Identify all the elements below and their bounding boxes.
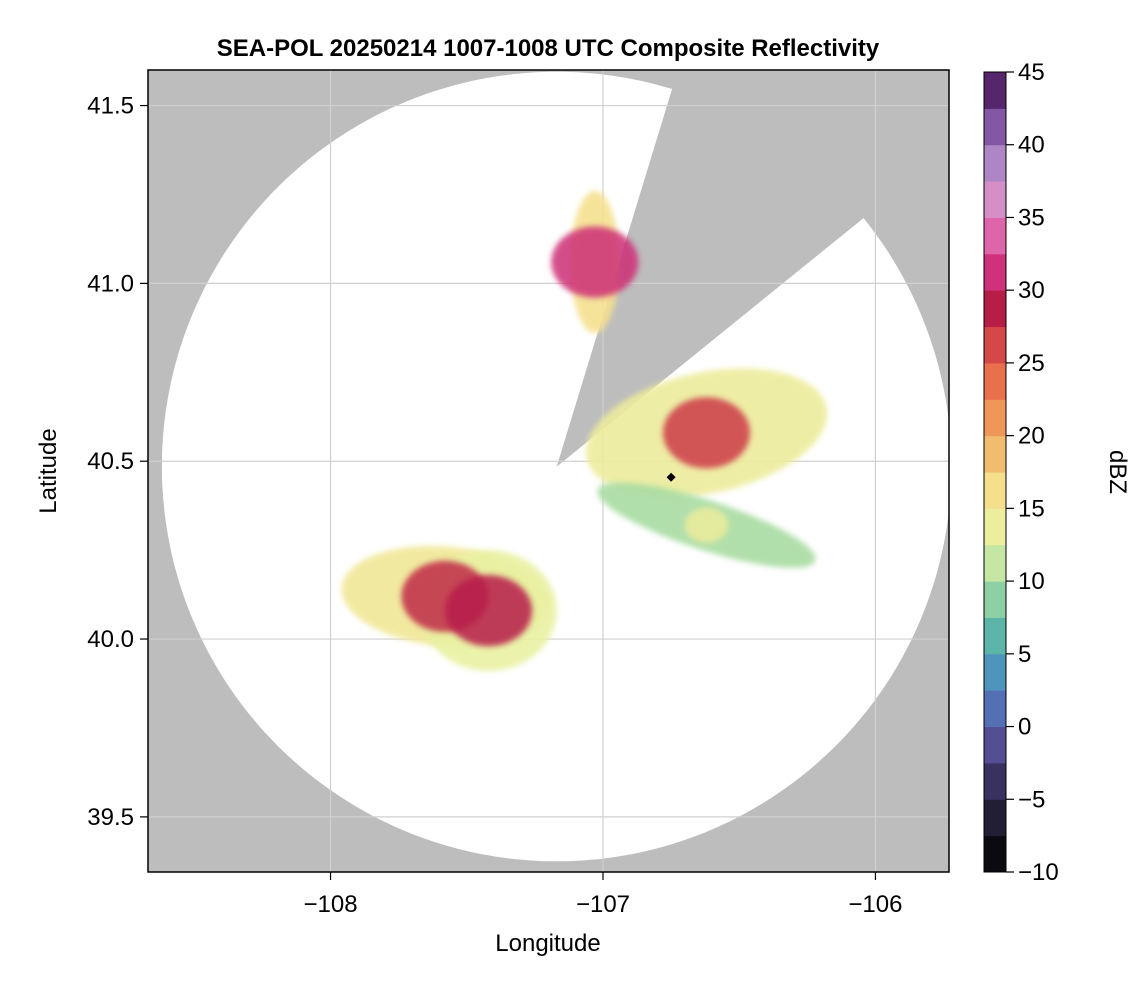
y-tick-label: 40.5 (87, 448, 134, 475)
colorbar-tick-label: 5 (1018, 641, 1031, 668)
colorbar-tick-label: 35 (1018, 204, 1045, 231)
y-axis-label: Latitude (35, 428, 62, 513)
colorbar-block (984, 617, 1006, 655)
colorbar-tick-label: 20 (1018, 423, 1045, 450)
colorbar-tick-label: 40 (1018, 132, 1045, 159)
x-axis-label: Longitude (495, 930, 600, 957)
x-tick-label: −107 (576, 891, 630, 918)
colorbar-block (984, 544, 1006, 582)
colorbar-block (984, 399, 1006, 437)
colorbar-block (984, 326, 1006, 364)
colorbar-tick-label: 45 (1018, 59, 1045, 86)
echo-core (662, 397, 751, 469)
colorbar-block (984, 653, 1006, 691)
colorbar-block (984, 290, 1006, 328)
y-tick-label: 39.5 (87, 804, 134, 831)
colorbar-ticks: −10 −5 0 5 10 15 20 25 30 35 40 45 (1006, 59, 1059, 886)
colorbar-tick-label: 0 (1018, 714, 1031, 741)
colorbar-tick-label: −5 (1018, 786, 1045, 813)
colorbar-tick-label: 10 (1018, 568, 1045, 595)
colorbar-block (984, 217, 1006, 255)
colorbar: −10 −5 0 5 10 15 20 25 30 35 40 45 dBZ (983, 59, 1131, 886)
y-tick-label: 41.5 (87, 93, 134, 120)
chart-title: SEA-POL 20250214 1007-1008 UTC Composite… (217, 35, 880, 62)
colorbar-tick-label: −10 (1018, 859, 1059, 886)
x-tick-label: −108 (304, 891, 358, 918)
y-tick-label: 41.0 (87, 270, 134, 297)
colorbar-block (984, 72, 1006, 109)
x-axis-ticks: −108 −107 −106 (304, 872, 902, 918)
colorbar-block (984, 472, 1006, 509)
colorbar-tick-label: 25 (1018, 350, 1045, 377)
colorbar-block (984, 835, 1006, 873)
colorbar-block (984, 362, 1006, 400)
colorbar-block (984, 690, 1006, 728)
x-tick-label: −106 (848, 891, 902, 918)
y-axis-ticks: 39.5 40.0 40.5 41.0 41.5 (87, 93, 148, 831)
colorbar-block (984, 144, 1006, 182)
colorbar-tick-label: 15 (1018, 495, 1045, 522)
colorbar-frame (983, 71, 1007, 873)
colorbar-block (984, 762, 1006, 800)
colorbar-block (984, 581, 1006, 618)
radar-coverage (161, 71, 949, 862)
colorbar-block (984, 508, 1006, 546)
plot-area (148, 70, 949, 872)
colorbar-tick-label: 30 (1018, 277, 1045, 304)
location-marker (666, 472, 676, 482)
echo-core (444, 575, 533, 647)
echo-core (551, 226, 639, 298)
plot-frame (147, 69, 950, 873)
echo-core (684, 507, 729, 544)
colorbar-block (984, 108, 1006, 146)
colorbar-block (984, 726, 1006, 764)
colorbar-block (984, 181, 1006, 218)
colorbar-block (984, 435, 1006, 473)
colorbar-blocks (984, 72, 1006, 873)
colorbar-block (984, 253, 1006, 291)
reflectivity-echoes (341, 190, 828, 672)
colorbar-label: dBZ (1104, 450, 1131, 494)
y-tick-label: 40.0 (87, 626, 134, 653)
colorbar-block (984, 799, 1006, 837)
